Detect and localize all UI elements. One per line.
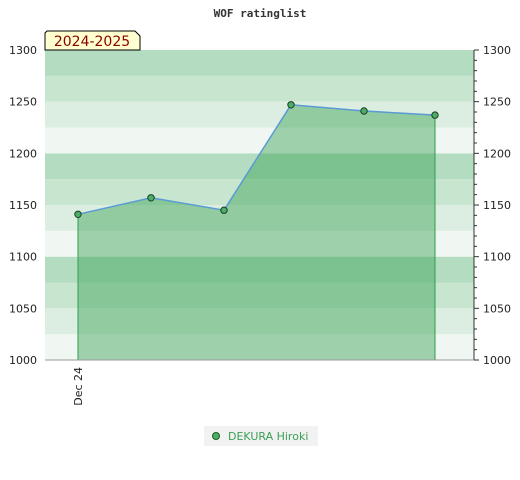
- grid-band: [45, 282, 474, 309]
- grid-band: [45, 230, 474, 257]
- grid-band: [45, 153, 474, 180]
- y-tick-label-left: 1150: [9, 199, 37, 212]
- data-point[interactable]: [360, 107, 368, 115]
- background-bands: [45, 50, 474, 360]
- y-tick-label-right: 1200: [483, 147, 511, 160]
- x-tick-label: Dec 24: [72, 367, 85, 406]
- y-tick-label-left: 1200: [9, 147, 37, 160]
- grid-band: [45, 334, 474, 360]
- y-tick-label-left: 1250: [9, 96, 37, 109]
- y-tick-label-left: 1300: [9, 44, 37, 57]
- y-tick-label-right: 1100: [483, 251, 511, 264]
- data-point[interactable]: [287, 101, 295, 109]
- data-point[interactable]: [74, 210, 82, 219]
- season-label: 2024-2025: [54, 34, 130, 50]
- series-line: [77, 104, 436, 216]
- y-tick-label-right: 1250: [483, 96, 511, 109]
- grid-band: [45, 127, 474, 154]
- y-axis-right: 1000 1050 1100 1150 1200 1250 1300: [473, 44, 511, 367]
- season-badge: 2024-2025: [44, 30, 141, 51]
- legend-marker-icon: [212, 432, 220, 440]
- chart-title: WOF ratinglist: [214, 7, 307, 20]
- grid-band: [45, 308, 474, 335]
- season-badge-box: [44, 30, 141, 51]
- legend-label: DEKURA Hiroki: [228, 429, 309, 443]
- data-point[interactable]: [220, 206, 228, 214]
- grid-band: [45, 179, 474, 205]
- y-tick-label-left: 1000: [9, 354, 37, 367]
- x-axis: Dec 24: [45, 359, 474, 406]
- area-layer: [74, 101, 439, 361]
- y-tick-label-left: 1100: [9, 251, 37, 264]
- y-tick-label-right: 1300: [483, 44, 511, 57]
- y-tick-label-right: 1050: [483, 302, 511, 315]
- legend: DEKURA Hiroki: [204, 426, 318, 446]
- y-tick-label-right: 1000: [483, 354, 511, 367]
- grid-band: [45, 101, 474, 128]
- y-tick-label-right: 1150: [483, 199, 511, 212]
- grid-band: [45, 50, 474, 76]
- grid-band: [45, 205, 474, 231]
- grid-band: [45, 75, 474, 102]
- data-point[interactable]: [431, 111, 439, 119]
- y-tick-label-left: 1050: [9, 302, 37, 315]
- grid-band: [45, 256, 474, 283]
- data-point[interactable]: [147, 194, 155, 202]
- y-axis-left: 1000 1050 1100 1150 1200 1250 1300: [9, 44, 37, 367]
